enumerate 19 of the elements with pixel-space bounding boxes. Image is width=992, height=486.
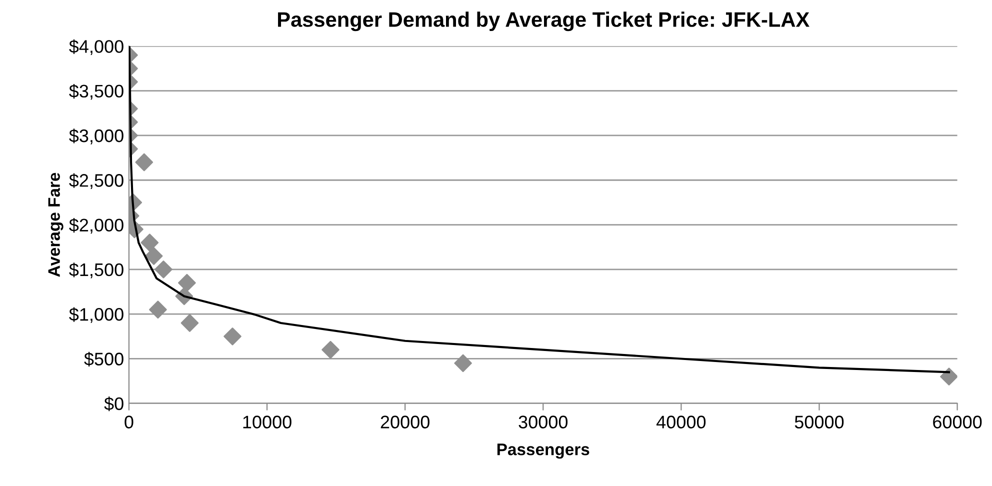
x-tick-label: 40000 <box>656 416 706 428</box>
y-tick-label: $1,000 <box>69 307 124 323</box>
y-tick-label: $3,000 <box>69 128 124 144</box>
y-tick-label: $3,500 <box>69 84 124 100</box>
y-axis-title: Average Fare <box>48 172 64 277</box>
x-tick-label: 50000 <box>794 416 844 428</box>
chart-title: Passenger Demand by Average Ticket Price: JFK-LAX <box>278 12 810 32</box>
x-tick-label: 20000 <box>380 416 430 428</box>
x-tick-label: 0 <box>124 416 134 428</box>
x-tick-label: 10000 <box>243 416 292 428</box>
y-tick-label: $4,000 <box>69 39 124 56</box>
y-tick-label: $500 <box>84 352 124 367</box>
y-tick-label: $0 <box>104 396 124 412</box>
y-tick-label: $2,000 <box>69 218 124 234</box>
x-tick-label: 30000 <box>518 416 568 428</box>
y-tick-label: $1,500 <box>69 262 124 278</box>
y-tick-label: $2,500 <box>69 173 124 189</box>
x-axis-title: Passengers <box>497 444 590 459</box>
x-tick-label: 60000 <box>933 416 982 428</box>
